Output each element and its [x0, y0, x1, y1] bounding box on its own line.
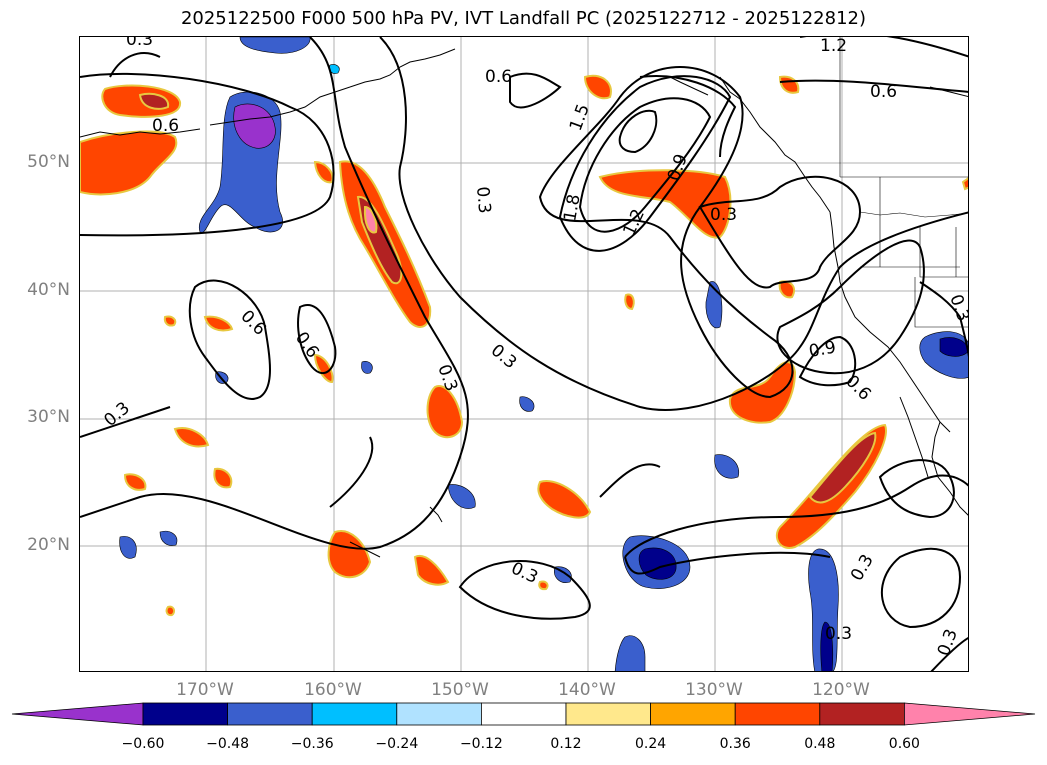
colorbar-cell — [227, 702, 313, 726]
contour-label: 1.2 — [820, 37, 847, 56]
contour-label: 0.6 — [870, 82, 897, 102]
colorbar-tick-label: 0.24 — [635, 736, 667, 752]
positive-pv-areas — [80, 74, 968, 617]
contour-label: 1.2 — [619, 206, 649, 239]
lon-label: 150°W — [431, 680, 489, 700]
lon-label: 160°W — [304, 680, 362, 700]
contour-label: 0.6 — [152, 116, 179, 136]
lon-label: 120°W — [812, 680, 870, 700]
colorbar-cell — [311, 702, 398, 726]
colorbar-cell — [396, 702, 482, 726]
contour-label: 0.3 — [945, 292, 969, 324]
lat-label: 50°N — [27, 152, 70, 172]
contour-label: 0.6 — [236, 306, 269, 339]
colorbar — [11, 702, 1036, 726]
colorbar-tick-label: 0.48 — [804, 736, 836, 752]
colorbar-extend-low — [11, 702, 144, 726]
contour-label: 0.6 — [841, 371, 874, 404]
contour-label: 0.3 — [100, 398, 134, 431]
ivt-contours — [80, 37, 968, 671]
colorbar-cell — [734, 702, 821, 726]
contour-label: 0.3 — [934, 626, 962, 658]
contour-label: 0.3 — [472, 186, 494, 215]
colorbar-cell — [650, 702, 736, 726]
gridlines — [80, 37, 968, 671]
lon-label: 140°W — [558, 680, 616, 700]
colorbar-tick-label: −0.60 — [121, 736, 165, 752]
colorbar-tick-label: 0.36 — [719, 736, 751, 752]
lat-label: 30°N — [27, 407, 70, 427]
colorbar-cell — [565, 702, 651, 726]
lat-label: 40°N — [27, 280, 70, 300]
contour-label: 0.3 — [847, 551, 878, 584]
contour-label: 0.3 — [825, 624, 852, 644]
contour-label: 1.8 — [560, 193, 584, 223]
contour-label: 1.5 — [566, 101, 594, 133]
coastlines — [80, 48, 968, 558]
contour-label: 0.6 — [485, 67, 512, 87]
contour-label: 0.3 — [126, 37, 153, 50]
contour-label: 0.9 — [807, 338, 837, 362]
lon-label: 170°W — [176, 680, 234, 700]
lon-label: 130°W — [685, 680, 743, 700]
map-title: 2025122500 F000 500 hPa PV, IVT Landfall… — [180, 8, 867, 29]
colorbar-tick-label: −0.12 — [459, 736, 503, 752]
colorbar-tick-label: −0.24 — [375, 736, 419, 752]
colorbar-tick-label: −0.48 — [206, 736, 250, 752]
colorbar-cell — [819, 702, 905, 726]
colorbar-cell — [142, 702, 228, 726]
colorbar-tick-label: −0.36 — [290, 736, 334, 752]
map-svg: 0.3 0.6 0.6 0.6 1.2 0.6 1.5 1.8 1.2 0.9 … — [80, 37, 969, 671]
colorbar-extend-high — [904, 702, 1036, 726]
colorbar-cell — [480, 702, 567, 726]
borders — [839, 37, 968, 328]
lat-label: 20°N — [27, 535, 70, 555]
negative-pv-areas — [119, 37, 968, 671]
contour-label: 0.3 — [710, 205, 737, 225]
map-panel: 0.3 0.6 0.6 0.6 1.2 0.6 1.5 1.8 1.2 0.9 … — [79, 36, 969, 672]
colorbar-tick-label: 0.60 — [888, 736, 920, 752]
colorbar-tick-label: 0.12 — [550, 736, 582, 752]
